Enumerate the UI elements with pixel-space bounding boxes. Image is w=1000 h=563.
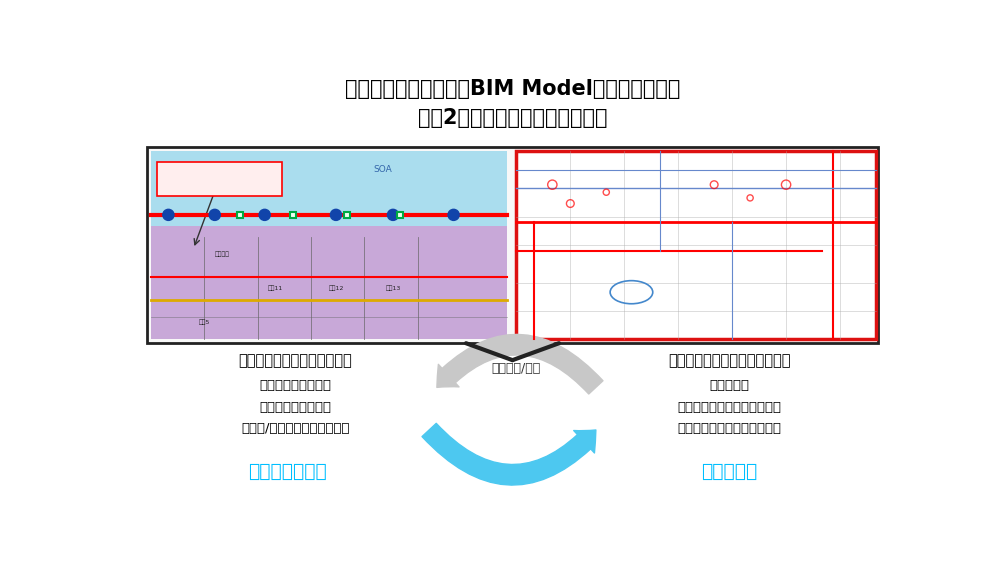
Circle shape xyxy=(163,209,174,220)
Text: 入力で判明した問題点の報告: 入力で判明した問題点の報告 xyxy=(678,401,782,414)
FancyBboxPatch shape xyxy=(516,151,876,339)
Circle shape xyxy=(330,209,342,220)
Text: 手術5: 手術5 xyxy=(198,320,210,325)
FancyBboxPatch shape xyxy=(157,162,282,196)
FancyArrowPatch shape xyxy=(422,423,596,485)
Text: 基本的な方針の整理: 基本的な方針の整理 xyxy=(260,379,332,392)
FancyArrowPatch shape xyxy=(437,334,603,394)
Circle shape xyxy=(259,209,270,220)
Text: ＜意匠・構造・設備設計者＞: ＜意匠・構造・設備設計者＞ xyxy=(239,354,352,368)
Text: モデル入力: モデル入力 xyxy=(710,379,750,392)
Text: ＜オペレーター・協力事務所＞: ＜オペレーター・協力事務所＞ xyxy=(668,354,791,368)
Text: 他部門との作図調整: 他部門との作図調整 xyxy=(260,401,332,414)
FancyBboxPatch shape xyxy=(290,212,296,218)
Text: 手術11: 手術11 xyxy=(268,285,283,291)
Text: モデル/図面のチェックバック: モデル/図面のチェックバック xyxy=(241,422,350,435)
FancyBboxPatch shape xyxy=(397,212,403,218)
FancyBboxPatch shape xyxy=(237,212,243,218)
Circle shape xyxy=(448,209,459,220)
Text: モデルから２Ｄ図面化の調整: モデルから２Ｄ図面化の調整 xyxy=(678,422,782,435)
FancyBboxPatch shape xyxy=(151,226,507,339)
Text: BIMモデル: BIMモデル xyxy=(492,442,541,455)
Text: 実は2次元作図とほぼ同じやり方: 実は2次元作図とほぼ同じやり方 xyxy=(418,109,607,128)
FancyBboxPatch shape xyxy=(151,151,507,226)
Text: スケッチ/メモ: スケッチ/メモ xyxy=(492,362,541,375)
FancyBboxPatch shape xyxy=(344,212,350,218)
Text: 手術13: 手術13 xyxy=(385,285,401,291)
Text: 機械設備設計の場合、BIM Modelを作成するのは: 機械設備設計の場合、BIM Modelを作成するのは xyxy=(345,79,680,99)
Circle shape xyxy=(209,209,220,220)
Text: 手術12: 手術12 xyxy=(328,285,344,291)
FancyBboxPatch shape xyxy=(147,147,878,343)
Circle shape xyxy=(387,209,399,220)
Text: 自販康康: 自販康康 xyxy=(214,252,229,257)
Text: SOA: SOA xyxy=(373,165,392,174)
Text: モデル入力: モデル入力 xyxy=(701,462,758,481)
Text: 確認・修正指示: 確認・修正指示 xyxy=(248,462,327,481)
